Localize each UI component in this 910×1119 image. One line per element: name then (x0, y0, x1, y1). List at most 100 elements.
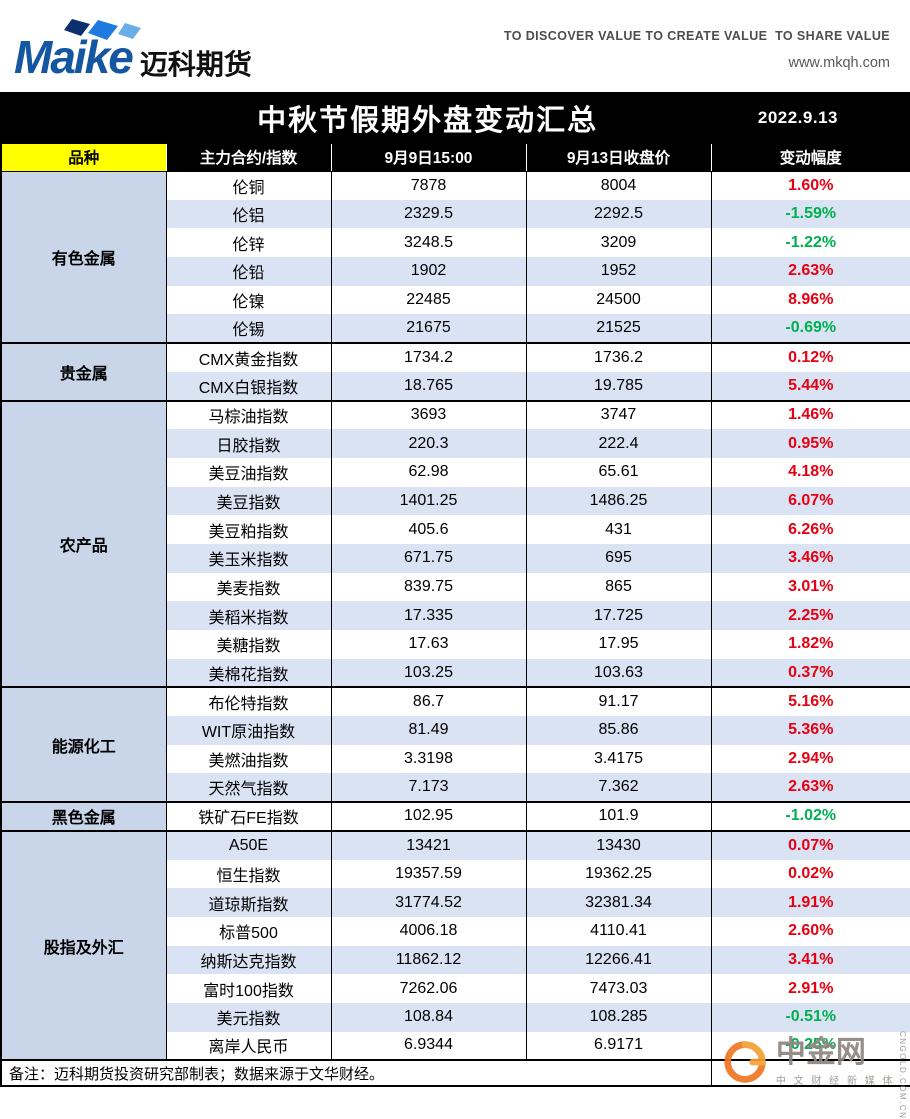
close-price-cell: 431 (525, 515, 711, 544)
table-row: 贵金属 CMX黄金指数 1734.2 1736.2 0.12% (1, 342, 910, 401)
change-cell: 1.46% (710, 399, 910, 430)
title-bar: 中秋节假期外盘变动汇总 2022.9.13 (0, 92, 910, 144)
table-row: 天然气指数 7.173 7.362 2.63% (1, 773, 910, 803)
change-cell: 1.60% (710, 171, 910, 200)
prev-price-cell: 62.98 (330, 457, 526, 487)
maike-diamonds-icon (64, 19, 141, 41)
table-row: 美元指数 108.84 108.285 -0.51% (1, 1002, 910, 1032)
close-price-cell: 24500 (525, 285, 711, 315)
cngold-logo-icon (724, 1041, 766, 1083)
category-cell: 黑色金属 (1, 801, 166, 831)
contract-name-cell: 天然气指数 (165, 773, 331, 803)
prev-price-cell: 17.335 (330, 601, 526, 630)
prev-price-cell: 108.84 (330, 1002, 526, 1032)
cngold-slogan: 中 文 财 经 新 媒 体 (775, 1075, 895, 1087)
close-price-cell: 2292.5 (525, 199, 711, 229)
table-row: 伦铅 1902 1952 2.63% (1, 257, 910, 286)
contract-name-cell: 离岸人民币 (165, 1031, 331, 1061)
category-cell: 贵金属 (1, 342, 166, 401)
prev-price-cell: 405.6 (330, 515, 526, 544)
column-header: 9月9日15:00 (330, 144, 526, 172)
market-table-head-row: 品种 主力合约/指数 9月9日15:00 9月13日收盘价 变动幅度 (1, 144, 910, 172)
change-cell: -0.25% (710, 1031, 910, 1061)
table-row: 美燃油指数 3.3198 3.4175 2.94% (1, 744, 910, 774)
close-price-cell: 7473.03 (525, 974, 711, 1003)
change-cell: 6.26% (710, 515, 910, 544)
close-price-cell: 17.725 (525, 601, 711, 630)
change-cell: 0.12% (710, 342, 910, 372)
contract-name-cell: 伦镍 (165, 285, 331, 315)
brand-header: Maike 迈科期货 TO DISCOVER VALUE TO CREATE V… (0, 0, 910, 92)
change-cell: 3.41% (710, 945, 910, 975)
change-cell: 1.82% (710, 630, 910, 659)
close-price-cell: 19.785 (525, 371, 711, 401)
contract-name-cell: 日胶指数 (165, 429, 331, 458)
close-price-cell: 7.362 (525, 773, 711, 803)
prev-price-cell: 671.75 (330, 543, 526, 573)
close-price-cell: 1736.2 (525, 342, 711, 372)
category-cell: 股指及外汇 (1, 829, 166, 1061)
close-price-cell: 865 (525, 572, 711, 602)
contract-name-cell: CMX白银指数 (165, 371, 331, 401)
change-cell: 2.25% (710, 601, 910, 630)
contract-name-cell: 美糖指数 (165, 630, 331, 659)
table-row: 恒生指数 19357.59 19362.25 0.02% (1, 859, 910, 889)
contract-name-cell: 伦锡 (165, 314, 331, 344)
close-price-cell: 3747 (525, 399, 711, 430)
table-row: 伦镍 22485 24500 8.96% (1, 285, 910, 315)
table-row: 伦锌 3248.5 3209 -1.22% (1, 228, 910, 258)
change-cell: -1.02% (710, 801, 910, 831)
prev-price-cell: 103.25 (330, 658, 526, 688)
prev-price-cell: 31774.52 (330, 888, 526, 917)
change-cell: 3.01% (710, 572, 910, 602)
table-row: 富时100指数 7262.06 7473.03 2.91% (1, 974, 910, 1003)
prev-price-cell: 7.173 (330, 773, 526, 803)
close-price-cell: 3.4175 (525, 744, 711, 774)
change-cell: 0.02% (710, 859, 910, 889)
company-website: www.mkqh.com (788, 55, 890, 71)
column-header: 品种 (1, 144, 166, 172)
contract-name-cell: 美豆粕指数 (165, 515, 331, 544)
table-row: 离岸人民币 6.9344 6.9171 -0.25% (1, 1031, 910, 1061)
report-date: 2022.9.13 (757, 108, 838, 127)
table-row: 美麦指数 839.75 865 3.01% (1, 572, 910, 602)
table-row: 标普500 4006.18 4110.41 2.60% (1, 916, 910, 946)
table-row: 道琼斯指数 31774.52 32381.34 1.91% (1, 888, 910, 917)
close-price-cell: 65.61 (525, 457, 711, 487)
change-cell: 3.46% (710, 543, 910, 573)
prev-price-cell: 220.3 (330, 429, 526, 458)
prev-price-cell: 839.75 (330, 572, 526, 602)
close-price-cell: 91.17 (525, 686, 711, 717)
change-cell: 2.63% (710, 773, 910, 803)
change-cell: -1.22% (710, 228, 910, 258)
cngold-watermark: 中金网 中 文 财 经 新 媒 体 CNGOLD.COM.CN (719, 1031, 907, 1119)
prev-price-cell: 1734.2 (330, 342, 526, 372)
contract-name-cell: 布伦特指数 (165, 686, 331, 717)
prev-price-cell: 3693 (330, 399, 526, 430)
table-row: 美豆粕指数 405.6 431 6.26% (1, 515, 910, 544)
change-cell: 2.63% (710, 257, 910, 286)
table-row: 美豆指数 1401.25 1486.25 6.07% (1, 486, 910, 516)
change-cell: 6.07% (710, 486, 910, 516)
prev-price-cell: 7262.06 (330, 974, 526, 1003)
change-cell: 8.96% (710, 285, 910, 315)
close-price-cell: 1952 (525, 257, 711, 286)
table-row: 农产品 马棕油指数 3693 3747 1.46% (1, 399, 910, 688)
contract-name-cell: 美豆油指数 (165, 457, 331, 487)
contract-name-cell: 纳斯达克指数 (165, 945, 331, 975)
contract-name-cell: 美元指数 (165, 1002, 331, 1032)
prev-price-cell: 4006.18 (330, 916, 526, 946)
contract-name-cell: 富时100指数 (165, 974, 331, 1003)
change-cell: 0.07% (710, 829, 910, 860)
change-cell: 5.36% (710, 716, 910, 745)
change-cell: 2.91% (710, 974, 910, 1003)
table-row: 美棉花指数 103.25 103.63 0.37% (1, 658, 910, 688)
prev-price-cell: 3.3198 (330, 744, 526, 774)
prev-price-cell: 13421 (330, 829, 526, 860)
table-row: 伦锡 21675 21525 -0.69% (1, 314, 910, 344)
contract-name-cell: A50E (165, 829, 331, 860)
contract-name-cell: WIT原油指数 (165, 716, 331, 745)
change-cell: 2.94% (710, 744, 910, 774)
company-tagline: TO DISCOVER VALUE TO CREATE VALUE TO SHA… (503, 29, 890, 43)
table-row: 美稻米指数 17.335 17.725 2.25% (1, 601, 910, 630)
